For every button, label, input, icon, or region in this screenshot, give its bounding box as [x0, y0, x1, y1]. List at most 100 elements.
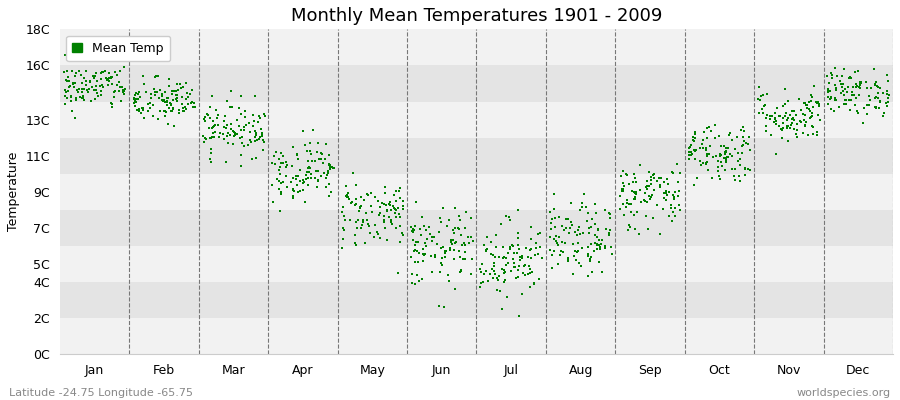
Point	[689, 147, 704, 153]
Point	[75, 95, 89, 101]
Point	[169, 92, 184, 98]
Bar	[59, 29, 893, 65]
Point	[734, 142, 749, 149]
Point	[857, 104, 871, 111]
Point	[392, 204, 406, 211]
Point	[713, 153, 727, 159]
Point	[206, 124, 220, 130]
Point	[742, 134, 756, 140]
Point	[110, 82, 124, 88]
Point	[106, 89, 121, 95]
Point	[104, 81, 119, 88]
Point	[531, 231, 545, 238]
Point	[94, 88, 108, 94]
Point	[603, 215, 617, 222]
Point	[598, 242, 612, 249]
Point	[425, 238, 439, 244]
Point	[821, 89, 835, 96]
Point	[292, 166, 307, 173]
Point	[104, 74, 119, 80]
Point	[831, 72, 845, 79]
Point	[804, 98, 818, 104]
Point	[787, 126, 801, 133]
Point	[645, 192, 660, 198]
Point	[580, 218, 594, 224]
Point	[337, 212, 351, 219]
Point	[443, 247, 457, 254]
Point	[637, 197, 652, 203]
Point	[462, 240, 476, 246]
Point	[699, 160, 714, 166]
Point	[235, 134, 249, 140]
Point	[876, 90, 890, 97]
Point	[143, 94, 157, 101]
Point	[301, 182, 315, 188]
Point	[643, 196, 657, 202]
Point	[62, 84, 77, 90]
Point	[265, 160, 279, 166]
Point	[78, 82, 93, 88]
Point	[237, 127, 251, 134]
Point	[488, 270, 502, 277]
Title: Monthly Mean Temperatures 1901 - 2009: Monthly Mean Temperatures 1901 - 2009	[291, 7, 662, 25]
Point	[340, 190, 355, 197]
Point	[727, 166, 742, 172]
Point	[324, 188, 338, 195]
Point	[233, 134, 248, 141]
Point	[543, 208, 557, 215]
Point	[60, 74, 75, 80]
Point	[752, 84, 766, 91]
Point	[637, 190, 652, 196]
Point	[848, 69, 862, 75]
Point	[218, 113, 232, 119]
Point	[421, 223, 436, 230]
Point	[197, 134, 211, 141]
Point	[439, 248, 454, 254]
Point	[90, 90, 104, 96]
Point	[130, 96, 145, 102]
Point	[127, 100, 141, 106]
Point	[524, 254, 538, 261]
Point	[389, 225, 403, 231]
Point	[565, 222, 580, 228]
Point	[237, 124, 251, 130]
Point	[90, 78, 104, 84]
Point	[757, 102, 771, 109]
Point	[829, 87, 843, 93]
Point	[590, 242, 605, 248]
Bar	[59, 318, 893, 354]
Point	[310, 149, 324, 156]
Point	[737, 166, 751, 172]
Point	[722, 132, 736, 138]
Point	[172, 106, 186, 113]
Point	[759, 101, 773, 108]
Point	[129, 96, 143, 102]
Point	[76, 97, 91, 104]
Point	[523, 247, 537, 254]
Point	[146, 113, 160, 119]
Point	[718, 159, 733, 166]
Point	[170, 81, 184, 87]
Point	[657, 190, 671, 196]
Point	[219, 125, 233, 132]
Point	[723, 150, 737, 157]
Point	[314, 150, 328, 156]
Point	[731, 158, 745, 165]
Point	[274, 188, 288, 195]
Point	[543, 234, 557, 240]
Point	[459, 208, 473, 215]
Point	[249, 155, 264, 162]
Point	[389, 207, 403, 214]
Point	[878, 110, 892, 116]
Point	[524, 224, 538, 230]
Point	[454, 232, 468, 238]
Point	[354, 194, 368, 201]
Point	[553, 252, 567, 258]
Point	[243, 137, 257, 144]
Point	[762, 116, 777, 122]
Point	[295, 176, 310, 183]
Point	[427, 234, 441, 240]
Point	[566, 271, 580, 278]
Point	[741, 166, 755, 172]
Point	[561, 216, 575, 222]
